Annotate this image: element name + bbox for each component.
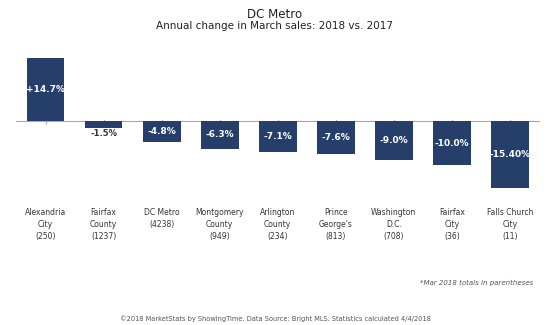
Text: -7.6%: -7.6% [321,133,350,142]
Text: DC Metro
(4238): DC Metro (4238) [144,208,179,229]
Text: *Mar 2018 totals in parentheses: *Mar 2018 totals in parentheses [420,280,534,286]
Text: Annual change in March sales: 2018 vs. 2017: Annual change in March sales: 2018 vs. 2… [157,21,393,31]
Text: -7.1%: -7.1% [263,132,292,141]
Bar [259,121,296,152]
Text: -10.0%: -10.0% [434,138,469,148]
Bar [491,121,529,188]
Bar [317,121,355,154]
Text: Alexandria
City
(250): Alexandria City (250) [25,208,66,240]
Text: -15.40%: -15.40% [490,150,531,159]
Text: -9.0%: -9.0% [379,136,408,145]
Bar [201,121,239,149]
Text: Fairfax
City
(36): Fairfax City (36) [439,208,465,240]
Text: DC Metro: DC Metro [248,8,302,21]
Text: Arlington
County
(234): Arlington County (234) [260,208,295,240]
Text: Falls Church
City
(11): Falls Church City (11) [487,208,533,240]
Bar [433,121,471,165]
Text: Montgomery
County
(949): Montgomery County (949) [195,208,244,240]
Bar [375,121,412,160]
Text: +14.7%: +14.7% [26,85,65,94]
Text: ©2018 MarketStats by ShowingTime. Data Source: Bright MLS. Statistics calculated: ©2018 MarketStats by ShowingTime. Data S… [119,315,431,322]
Text: -4.8%: -4.8% [147,127,176,136]
Text: Washington
D.C.
(708): Washington D.C. (708) [371,208,416,240]
Text: Prince
George's
(813): Prince George's (813) [319,208,353,240]
Text: -1.5%: -1.5% [90,129,117,138]
Text: Fairfax
County
(1237): Fairfax County (1237) [90,208,117,240]
Bar [85,121,123,128]
Bar [143,121,180,142]
Bar [26,58,64,121]
Text: -6.3%: -6.3% [205,130,234,139]
